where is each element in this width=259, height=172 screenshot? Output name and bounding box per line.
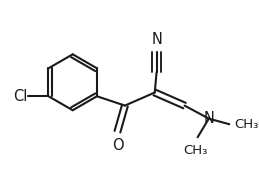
Text: N: N [203, 111, 214, 126]
Text: N: N [151, 32, 162, 47]
Text: CH₃: CH₃ [184, 144, 208, 157]
Text: Cl: Cl [13, 89, 27, 104]
Text: CH₃: CH₃ [234, 118, 258, 131]
Text: O: O [112, 138, 123, 153]
